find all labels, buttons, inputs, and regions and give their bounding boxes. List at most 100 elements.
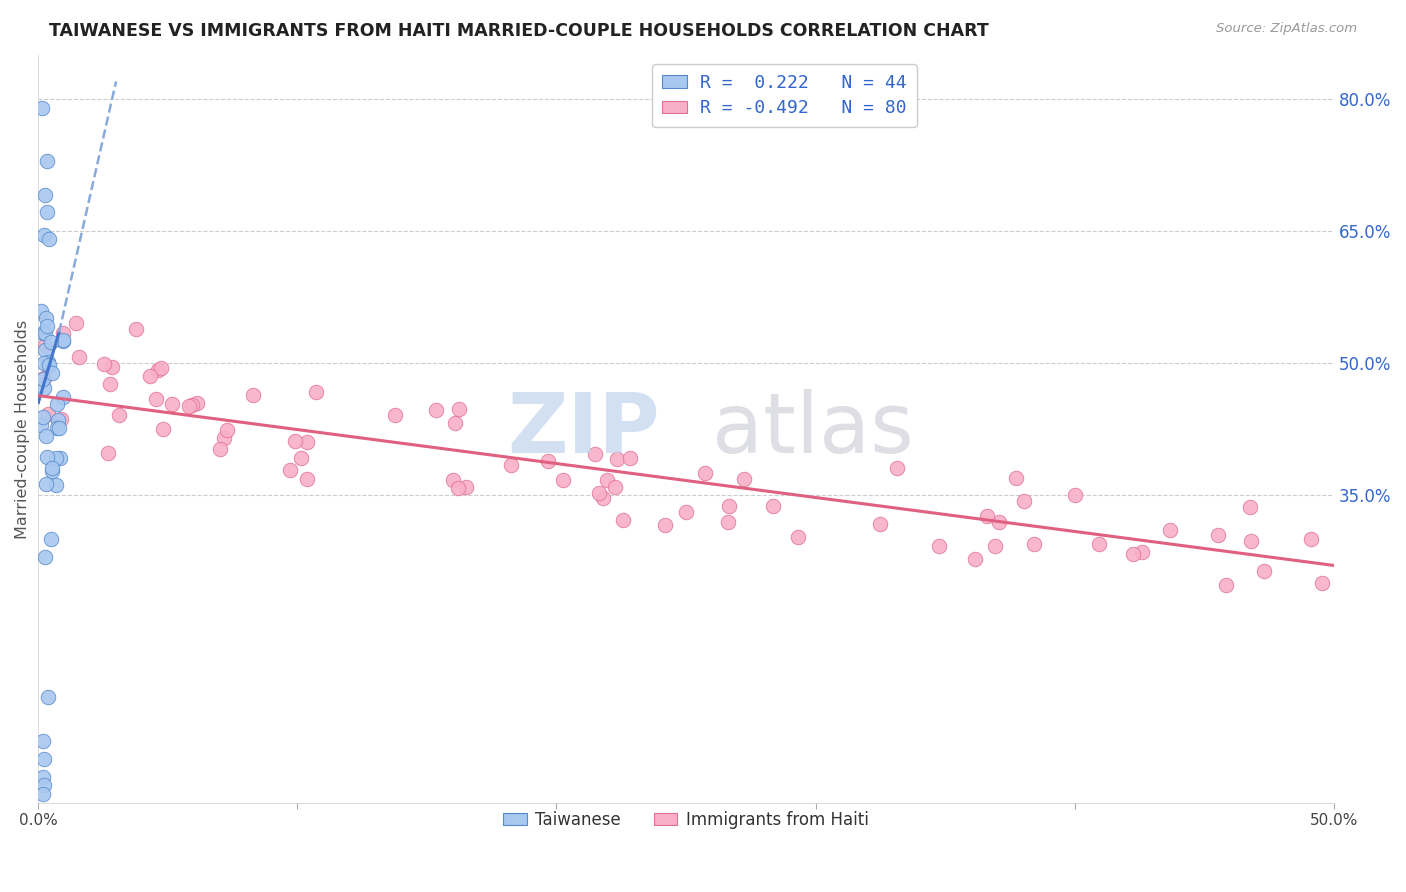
Point xyxy=(34,778,56,792)
Point xyxy=(41,460,63,475)
Point xyxy=(35,429,58,443)
Point xyxy=(217,423,239,437)
Point xyxy=(31,787,53,801)
Point xyxy=(1215,578,1237,592)
Point xyxy=(34,338,56,352)
Point xyxy=(93,357,115,371)
Point xyxy=(1088,537,1111,551)
Point xyxy=(1239,500,1261,515)
Point xyxy=(52,334,75,348)
Point xyxy=(34,343,56,358)
Point xyxy=(1208,528,1230,542)
Point xyxy=(146,363,169,377)
Point xyxy=(97,446,120,460)
Point xyxy=(181,398,204,412)
Point xyxy=(596,473,619,487)
Point xyxy=(31,304,53,318)
Point xyxy=(101,359,124,374)
Point xyxy=(787,530,810,544)
Point xyxy=(35,204,58,219)
Point xyxy=(537,454,560,468)
Point xyxy=(1240,533,1263,548)
Point xyxy=(186,395,208,409)
Point xyxy=(34,549,56,564)
Point xyxy=(45,477,67,491)
Point xyxy=(45,451,67,466)
Point xyxy=(449,402,471,417)
Point xyxy=(295,434,318,449)
Point xyxy=(38,232,60,246)
Point xyxy=(98,376,121,391)
Point xyxy=(39,334,62,349)
Point xyxy=(65,316,87,330)
Point xyxy=(108,409,131,423)
Point xyxy=(1004,471,1026,485)
Point xyxy=(456,480,478,494)
Point xyxy=(37,450,59,464)
Point xyxy=(242,387,264,401)
Point xyxy=(41,464,63,478)
Point xyxy=(52,391,75,405)
Point xyxy=(425,403,447,417)
Point xyxy=(45,421,67,435)
Point xyxy=(209,442,232,456)
Point xyxy=(987,516,1010,530)
Point xyxy=(149,361,172,376)
Point xyxy=(138,368,160,383)
Point xyxy=(551,474,574,488)
Legend: Taiwanese, Immigrants from Haiti: Taiwanese, Immigrants from Haiti xyxy=(496,805,876,836)
Point xyxy=(46,413,69,427)
Point xyxy=(1253,565,1275,579)
Point xyxy=(32,409,55,424)
Point xyxy=(152,422,174,436)
Point xyxy=(588,486,610,500)
Point xyxy=(52,333,75,347)
Point xyxy=(965,551,987,566)
Text: atlas: atlas xyxy=(711,389,914,469)
Point xyxy=(52,326,75,340)
Point xyxy=(212,431,235,445)
Point xyxy=(499,458,522,473)
Point xyxy=(654,518,676,533)
Point xyxy=(441,473,464,487)
Point xyxy=(1122,547,1144,561)
Point xyxy=(32,371,55,385)
Point xyxy=(37,690,59,705)
Point xyxy=(38,358,60,372)
Point xyxy=(612,512,634,526)
Text: TAIWANESE VS IMMIGRANTS FROM HAITI MARRIED-COUPLE HOUSEHOLDS CORRELATION CHART: TAIWANESE VS IMMIGRANTS FROM HAITI MARRI… xyxy=(49,22,988,40)
Point xyxy=(37,355,59,369)
Point xyxy=(48,421,70,435)
Point xyxy=(762,499,785,513)
Point xyxy=(34,227,56,242)
Point xyxy=(41,366,63,380)
Point xyxy=(34,477,56,491)
Point xyxy=(31,101,53,115)
Point xyxy=(869,516,891,531)
Y-axis label: Married-couple Households: Married-couple Households xyxy=(15,319,30,539)
Point xyxy=(1310,576,1333,591)
Point xyxy=(49,411,72,425)
Point xyxy=(49,450,72,465)
Point xyxy=(32,326,55,341)
Point xyxy=(32,381,55,395)
Point xyxy=(886,461,908,475)
Point xyxy=(1159,523,1181,537)
Point xyxy=(32,734,55,748)
Point xyxy=(278,463,301,477)
Point xyxy=(34,326,56,340)
Text: ZIP: ZIP xyxy=(508,389,659,469)
Point xyxy=(443,416,465,430)
Point xyxy=(31,770,53,784)
Point xyxy=(37,319,59,334)
Point xyxy=(295,472,318,486)
Point xyxy=(67,350,90,364)
Point xyxy=(733,472,755,486)
Point xyxy=(145,392,167,407)
Point xyxy=(39,532,62,546)
Point xyxy=(1012,494,1035,508)
Point xyxy=(1299,532,1322,546)
Point xyxy=(290,450,312,465)
Point xyxy=(1130,545,1153,559)
Point xyxy=(34,188,56,202)
